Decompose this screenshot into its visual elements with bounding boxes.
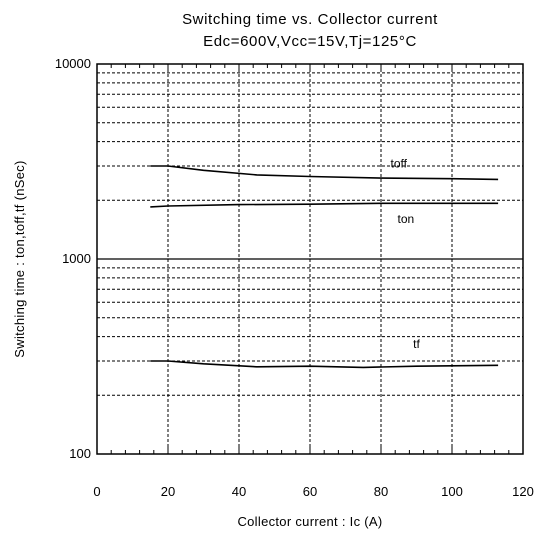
x-tick-label: 120 xyxy=(512,484,534,499)
series-lines xyxy=(150,165,499,369)
x-tick-label: 80 xyxy=(374,484,388,499)
y-tick-label: 100 xyxy=(69,446,91,461)
series-line-ton xyxy=(150,202,499,208)
grid xyxy=(97,64,523,454)
y-axis-label: Switching time : ton,toff,tf (nSec) xyxy=(12,160,27,357)
series-labels: toff ton tf xyxy=(391,156,421,351)
series-line-toff xyxy=(150,165,499,181)
series-label-ton: ton xyxy=(398,212,415,226)
y-tick-label: 1000 xyxy=(62,251,91,266)
x-tick-label: 40 xyxy=(232,484,246,499)
x-tick-label: 60 xyxy=(303,484,317,499)
series-label-tf: tf xyxy=(413,337,420,351)
x-axis-label: Collector current : Ic (A) xyxy=(237,514,382,529)
x-tick-label: 20 xyxy=(161,484,175,499)
y-tick-label: 10000 xyxy=(55,56,91,71)
chart-subtitle: Edc=600V,Vcc=15V,Tj=125°C xyxy=(203,33,417,50)
x-tick-label: 100 xyxy=(441,484,463,499)
series-label-toff: toff xyxy=(391,156,408,170)
chart-title: Switching time vs. Collector current xyxy=(182,11,438,28)
tick-labels: 0 20 40 60 80 100 120 100 1000 10000 xyxy=(55,56,534,499)
x-tick-label: 0 xyxy=(93,484,100,499)
plot-frame xyxy=(96,63,524,455)
series-line-tf xyxy=(150,360,499,369)
